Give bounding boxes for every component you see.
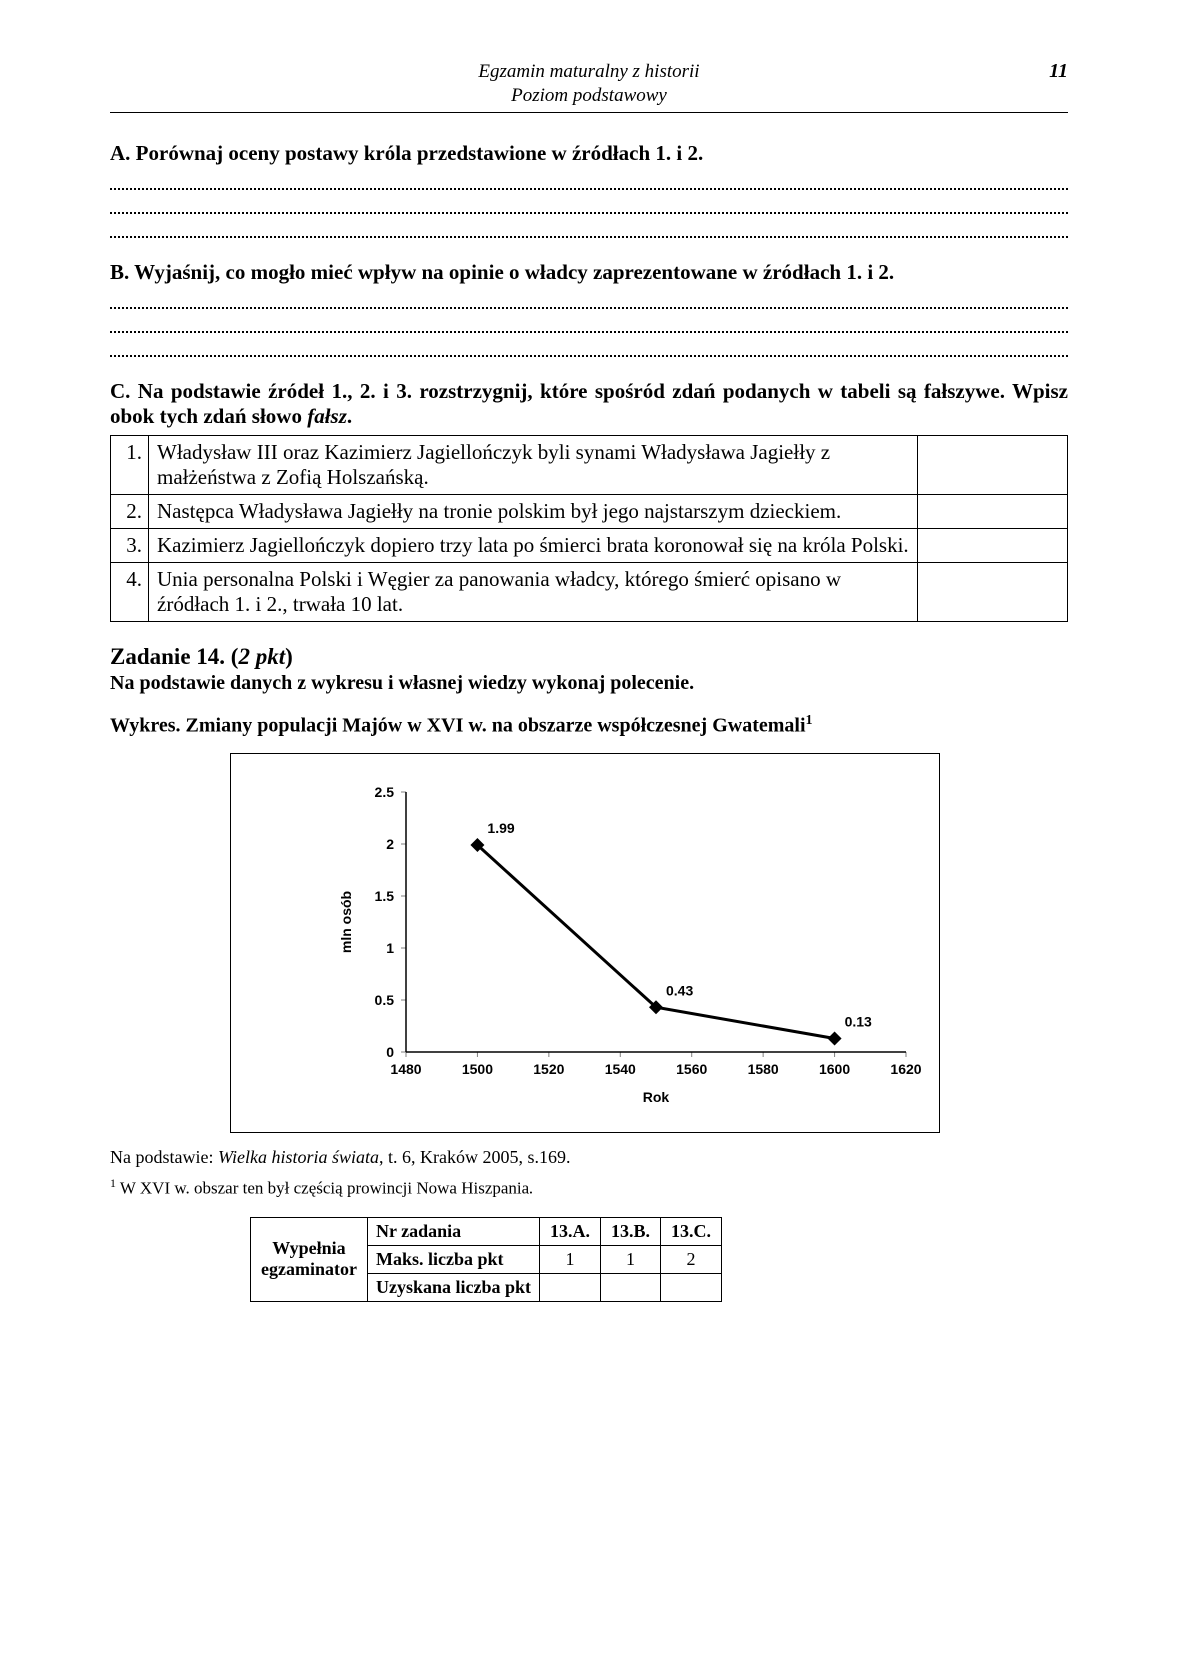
task14-heading-pts: 2 pkt bbox=[238, 644, 285, 669]
answer-line bbox=[110, 355, 1068, 357]
svg-text:2.5: 2.5 bbox=[375, 784, 395, 800]
table-row-answer[interactable] bbox=[918, 494, 1068, 528]
scoring-row1-label: Nr zadania bbox=[367, 1217, 539, 1245]
chart-container: 0 0.5 1 1.5 2 2.5 1480 1500 1520 1540 1560 1580 1600… bbox=[230, 753, 940, 1133]
table-row-number: 1. bbox=[111, 435, 149, 494]
scoring-row2-c1: 1 bbox=[540, 1245, 601, 1273]
svg-text:1540: 1540 bbox=[605, 1061, 636, 1077]
question-c-italic: fałsz bbox=[307, 404, 347, 428]
svg-text:0: 0 bbox=[386, 1044, 394, 1060]
table-row-number: 3. bbox=[111, 528, 149, 562]
footnote: 1 W XVI w. obszar ten był częścią prowin… bbox=[110, 1176, 1068, 1199]
svg-text:1580: 1580 bbox=[748, 1061, 779, 1077]
scoring-side-text: Wypełniaegzaminator bbox=[261, 1238, 357, 1279]
scoring-row2-c3: 2 bbox=[661, 1245, 722, 1273]
source-rest: , t. 6, Kraków 2005, s.169. bbox=[379, 1147, 571, 1167]
answer-line bbox=[110, 212, 1068, 214]
question-c-text1: C. Na podstawie źródeł 1., 2. i 3. rozst… bbox=[110, 379, 1068, 428]
scoring-side-label: Wypełniaegzaminator bbox=[251, 1217, 368, 1301]
scoring-row3-c1 bbox=[540, 1273, 601, 1301]
scoring-row3-c2 bbox=[601, 1273, 661, 1301]
scoring-row1-c1: 13.A. bbox=[540, 1217, 601, 1245]
table-row-answer[interactable] bbox=[918, 528, 1068, 562]
svg-text:0.43: 0.43 bbox=[666, 982, 693, 998]
scoring-row2-label: Maks. liczba pkt bbox=[367, 1245, 539, 1273]
svg-text:1500: 1500 bbox=[462, 1061, 493, 1077]
scoring-row3-label: Uzyskana liczba pkt bbox=[367, 1273, 539, 1301]
svg-text:1.5: 1.5 bbox=[375, 888, 395, 904]
footnote-dot: . bbox=[529, 1179, 533, 1198]
svg-text:0.13: 0.13 bbox=[845, 1014, 872, 1030]
header-center: Egzamin maturalny z historii Poziom pods… bbox=[160, 60, 1018, 108]
svg-text:1480: 1480 bbox=[390, 1061, 421, 1077]
scoring-row2-c2: 1 bbox=[601, 1245, 661, 1273]
answer-line bbox=[110, 307, 1068, 309]
source-prefix: Na podstawie: bbox=[110, 1147, 218, 1167]
svg-text:1520: 1520 bbox=[533, 1061, 564, 1077]
source-citation: Na podstawie: Wielka historia świata, t.… bbox=[110, 1147, 1068, 1168]
scoring-row1-c2: 13.B. bbox=[601, 1217, 661, 1245]
header-title-line1: Egzamin maturalny z historii bbox=[478, 61, 699, 82]
task14-heading-suffix: ) bbox=[285, 644, 293, 669]
answer-line bbox=[110, 236, 1068, 238]
svg-text:2: 2 bbox=[386, 836, 394, 852]
svg-text:1560: 1560 bbox=[676, 1061, 707, 1077]
task14-subheading: Na podstawie danych z wykresu i własnej … bbox=[110, 672, 1068, 695]
chart-title: Wykres. Zmiany populacji Majów w XVI w. … bbox=[110, 713, 1068, 738]
svg-text:1600: 1600 bbox=[819, 1061, 850, 1077]
svg-text:1620: 1620 bbox=[890, 1061, 921, 1077]
chart-title-sup: 1 bbox=[806, 713, 813, 728]
table-row: 2.Następca Władysława Jagiełły na tronie… bbox=[111, 494, 1068, 528]
page: Egzamin maturalny z historii Poziom pods… bbox=[0, 0, 1178, 1666]
svg-text:0.5: 0.5 bbox=[375, 992, 395, 1008]
table-c: 1.Władysław III oraz Kazimierz Jagielloń… bbox=[110, 435, 1068, 622]
header-title-line2: Poziom podstawowy bbox=[511, 85, 667, 106]
source-italic: Wielka historia świata bbox=[218, 1147, 379, 1167]
table-row: 3.Kazimierz Jagiellończyk dopiero trzy l… bbox=[111, 528, 1068, 562]
scoring-row1-c3: 13.C. bbox=[661, 1217, 722, 1245]
table-row: 4.Unia personalna Polski i Węgier za pan… bbox=[111, 562, 1068, 621]
task14-heading-prefix: Zadanie 14. ( bbox=[110, 644, 238, 669]
table-row: 1.Władysław III oraz Kazimierz Jagielloń… bbox=[111, 435, 1068, 494]
question-c-label: C. Na podstawie źródeł 1., 2. i 3. rozst… bbox=[110, 379, 1068, 429]
answer-line bbox=[110, 188, 1068, 190]
question-a-label: A. Porównaj oceny postawy króla przedsta… bbox=[110, 141, 1068, 166]
svg-text:Rok: Rok bbox=[643, 1089, 670, 1105]
page-header: Egzamin maturalny z historii Poziom pods… bbox=[110, 60, 1068, 113]
footnote-text: W XVI w. obszar ten był częścią prowincj… bbox=[116, 1179, 529, 1198]
table-row-text: Następca Władysława Jagiełły na tronie p… bbox=[149, 494, 918, 528]
table-row-answer[interactable] bbox=[918, 562, 1068, 621]
table-row-answer[interactable] bbox=[918, 435, 1068, 494]
table-row-number: 4. bbox=[111, 562, 149, 621]
svg-text:1.99: 1.99 bbox=[487, 820, 514, 836]
table-row-text: Władysław III oraz Kazimierz Jagiellończ… bbox=[149, 435, 918, 494]
page-number: 11 bbox=[1018, 60, 1068, 83]
question-c-text2: . bbox=[347, 404, 352, 428]
table-row-number: 2. bbox=[111, 494, 149, 528]
population-chart: 0 0.5 1 1.5 2 2.5 1480 1500 1520 1540 1560 1580 1600… bbox=[231, 754, 941, 1134]
task14-heading: Zadanie 14. (2 pkt) bbox=[110, 644, 1068, 670]
question-b-label: B. Wyjaśnij, co mogło mieć wpływ na opin… bbox=[110, 260, 1068, 285]
scoring-table: Wypełniaegzaminator Nr zadania 13.A. 13.… bbox=[250, 1217, 722, 1302]
table-row-text: Unia personalna Polski i Węgier za panow… bbox=[149, 562, 918, 621]
svg-text:mln osób: mln osób bbox=[338, 891, 354, 953]
table-row-text: Kazimierz Jagiellończyk dopiero trzy lat… bbox=[149, 528, 918, 562]
chart-title-text: Wykres. Zmiany populacji Majów w XVI w. … bbox=[110, 714, 806, 736]
answer-line bbox=[110, 331, 1068, 333]
scoring-row3-c3 bbox=[661, 1273, 722, 1301]
svg-text:1: 1 bbox=[386, 940, 394, 956]
